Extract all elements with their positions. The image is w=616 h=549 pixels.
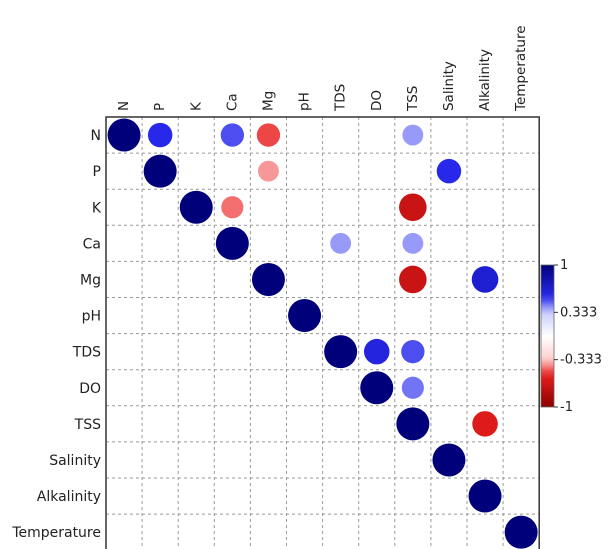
correlation-circle-k-k bbox=[179, 190, 213, 224]
colorbar-tick-label: -1 bbox=[560, 400, 573, 415]
correlation-circle-ca-ca bbox=[215, 226, 249, 260]
row-label-do: DO bbox=[79, 381, 101, 397]
correlation-circle-salinity-salinity bbox=[432, 443, 466, 477]
row-label-p: P bbox=[93, 164, 101, 180]
correlation-circle-tds-do bbox=[363, 338, 390, 365]
correlation-circle-tds-tss bbox=[401, 339, 425, 364]
correlation-circles bbox=[107, 118, 538, 549]
correlation-circle-mg-tss bbox=[399, 265, 427, 294]
correlation-circle-n-mg bbox=[256, 123, 281, 147]
column-label-alkalinity: Alkalinity bbox=[477, 49, 493, 111]
correlation-circle-p-salinity bbox=[436, 158, 462, 184]
colorbar-tick-label: 0.333 bbox=[560, 305, 597, 320]
correlation-circle-do-tss bbox=[401, 376, 424, 399]
colorbar-tick-label: -0.333 bbox=[560, 353, 602, 368]
correlation-circle-k-tss bbox=[399, 193, 427, 222]
correlation-circle-n-tss bbox=[402, 124, 424, 146]
correlation-circle-n-n bbox=[107, 118, 141, 152]
correlation-circle-tds-tds bbox=[324, 335, 358, 369]
correlation-circle-tss-alkalinity bbox=[472, 411, 498, 437]
correlation-circle-ca-tss bbox=[402, 232, 424, 254]
column-label-k: K bbox=[188, 101, 204, 111]
row-label-tss: TSS bbox=[74, 417, 101, 433]
colorbar-gradient bbox=[540, 264, 555, 408]
row-labels: N P K Ca Mg pH TDS DO TSS Salinity Alkalinity Tempe… bbox=[11, 128, 102, 541]
correlation-circle-k-ca bbox=[221, 196, 244, 219]
correlation-circle-n-ca bbox=[220, 123, 245, 147]
row-label-salinity: Salinity bbox=[49, 453, 101, 469]
column-label-tds: TDS bbox=[333, 84, 349, 112]
row-label-mg: Mg bbox=[80, 272, 101, 288]
column-labels: N P K Ca Mg pH TDS DO TSS Salinity Alkalinity Tempe… bbox=[116, 25, 529, 112]
row-label-alkalinity: Alkalinity bbox=[37, 489, 101, 505]
column-label-n: N bbox=[116, 101, 132, 111]
column-label-do: DO bbox=[369, 90, 385, 111]
correlation-circle-ca-tds bbox=[330, 232, 352, 254]
colorbar: 1 0.333 -0.333 -1 bbox=[540, 258, 602, 415]
correlation-circle-do-do bbox=[360, 371, 394, 405]
grid-lines bbox=[106, 117, 540, 549]
column-label-tss: TSS bbox=[405, 86, 421, 112]
plot-border bbox=[105, 116, 540, 549]
column-label-ca: Ca bbox=[224, 93, 240, 111]
row-label-n: N bbox=[91, 128, 101, 144]
correlation-circle-p-mg bbox=[258, 160, 279, 182]
column-label-temperature: Temperature bbox=[513, 25, 529, 112]
column-label-ph: pH bbox=[297, 92, 313, 111]
correlation-circle-temperature-temperature bbox=[504, 515, 538, 549]
correlation-circle-ph-ph bbox=[288, 299, 322, 333]
correlation-circle-mg-mg bbox=[251, 262, 285, 296]
correlation-circle-tss-tss bbox=[396, 407, 430, 441]
row-label-tds: TDS bbox=[72, 345, 101, 361]
row-label-ca: Ca bbox=[83, 236, 101, 252]
correlation-circle-mg-alkalinity bbox=[471, 266, 499, 293]
column-label-salinity: Salinity bbox=[441, 61, 457, 111]
correlation-circle-p-p bbox=[143, 154, 177, 188]
row-label-ph: pH bbox=[82, 309, 101, 325]
column-label-mg: Mg bbox=[260, 91, 276, 111]
row-label-k: K bbox=[92, 200, 102, 216]
correlation-circle-n-p bbox=[147, 122, 173, 148]
column-label-p: P bbox=[152, 103, 168, 111]
row-label-temperature: Temperature bbox=[11, 525, 101, 541]
colorbar-tick-label: 1 bbox=[560, 258, 568, 273]
correlation-circle-alkalinity-alkalinity bbox=[468, 479, 502, 513]
